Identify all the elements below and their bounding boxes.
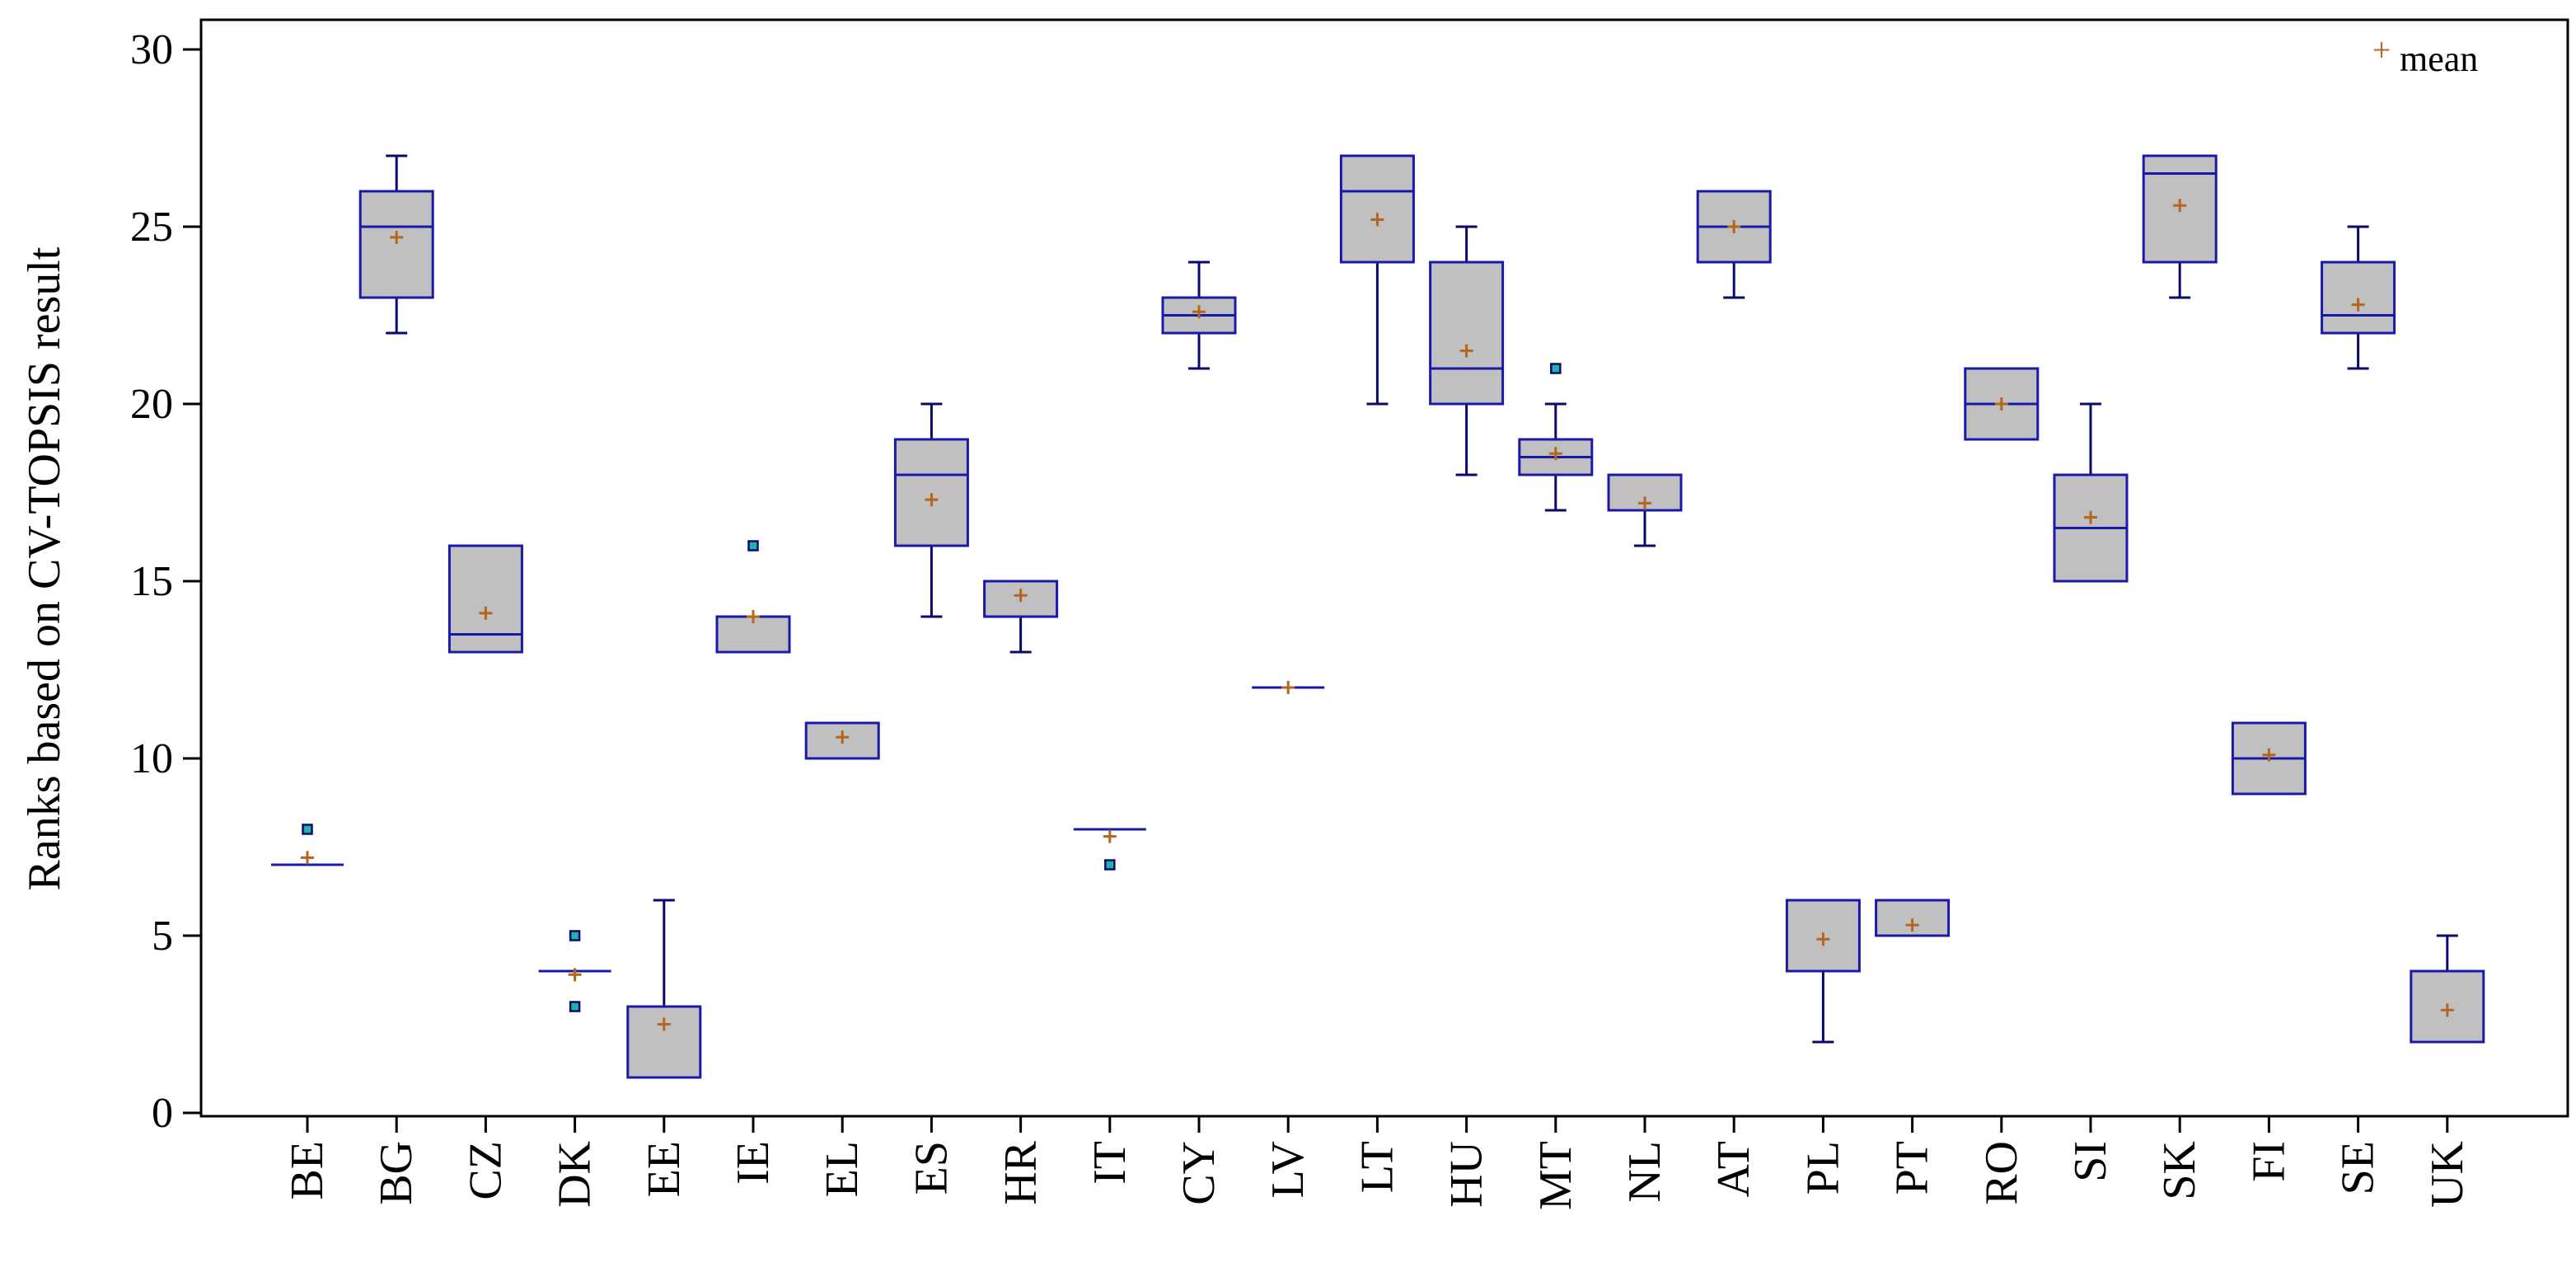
box-ee [626,899,702,1079]
iqr-box [893,438,969,547]
x-tick-label: HR [995,1140,1047,1204]
x-tick-label: MT [1530,1141,1581,1210]
x-tick-label: PT [1887,1141,1938,1195]
box-pl [1785,899,1861,1044]
x-tick-label: FI [2243,1141,2294,1182]
plot-frame [199,18,2569,1118]
box-lv [1252,681,1325,694]
box-ie [715,540,791,654]
box-fi [2231,721,2307,796]
x-tick-label: RO [1976,1141,2027,1205]
outlier-point [302,824,313,835]
x-tick-label: PL [1797,1141,1848,1195]
iqr-box [1339,154,1415,264]
x-tick-label: SE [2333,1141,2384,1195]
x-tick-label: IT [1084,1141,1136,1185]
iqr-box [1429,261,1505,406]
x-tick-label: LV [1262,1141,1314,1199]
legend: + mean [2372,31,2479,79]
box-at [1696,190,1772,299]
x-tick-label: BE [282,1141,333,1200]
x-tick-label: SK [2154,1141,2205,1200]
y-tick-label: 30 [130,26,173,73]
box-hu [1429,225,1505,476]
x-tick-label: ES [906,1141,957,1195]
x-tick-label: EE [639,1141,690,1197]
box-ro [1964,367,2040,441]
outlier-point [569,930,581,941]
iqr-box [447,544,523,654]
box-mt [1518,363,1594,512]
y-tick-label: 25 [130,204,173,251]
box-es [893,402,969,618]
box-el [804,721,880,760]
x-tick-label: LT [1351,1141,1403,1193]
box-lt [1339,154,1415,406]
y-tick-label: 5 [152,913,173,960]
box-cz [447,544,523,654]
box-bg [358,154,434,335]
box-se [2321,225,2396,370]
x-tick-label: CZ [460,1141,511,1200]
iqr-box [2321,261,2396,335]
iqr-box [626,1005,702,1079]
y-tick-label: 20 [130,381,173,428]
x-tick-label: CY [1173,1141,1225,1205]
box-dk [538,930,611,1012]
y-axis: 0 5 10 15 20 25 30 [130,26,201,1137]
x-axis: BE BG CZ DK EE IE EL ES HR IT CY LV LT HU MT NL AT PL PT RO… [282,1116,2473,1210]
box-sk [2142,154,2218,299]
x-tick-label: IE [728,1141,779,1185]
x-tick-label: SI [2065,1141,2116,1182]
x-tick-label: HU [1441,1141,1492,1208]
x-tick-label: EL [817,1141,868,1197]
box-uk [2410,934,2485,1044]
x-tick-label: NL [1619,1141,1670,1203]
x-tick-label: BG [371,1141,422,1205]
x-tick-label: AT [1708,1141,1759,1197]
y-tick-label: 10 [130,735,173,782]
box-si [2053,402,2129,583]
legend-mean-marker: + [2372,31,2391,68]
boxes-layer [271,154,2485,1079]
y-axis-label: Ranks based on CV-TOPSIS result [19,246,70,890]
y-tick-label: 0 [152,1090,173,1137]
box-pt [1875,899,1951,937]
outlier-point [747,540,759,552]
outlier-point [1104,859,1116,871]
outlier-point [569,1001,581,1012]
outlier-point [1550,363,1562,374]
iqr-box [358,190,434,299]
box-hr [983,580,1059,654]
x-tick-label: DK [550,1141,601,1208]
x-tick-label: UK [2422,1141,2473,1208]
box-cy [1161,261,1237,370]
box-nl [1607,473,1683,547]
legend-label: mean [2400,39,2478,79]
box-be [271,824,344,866]
box-it [1073,828,1146,871]
y-tick-label: 15 [130,558,173,605]
